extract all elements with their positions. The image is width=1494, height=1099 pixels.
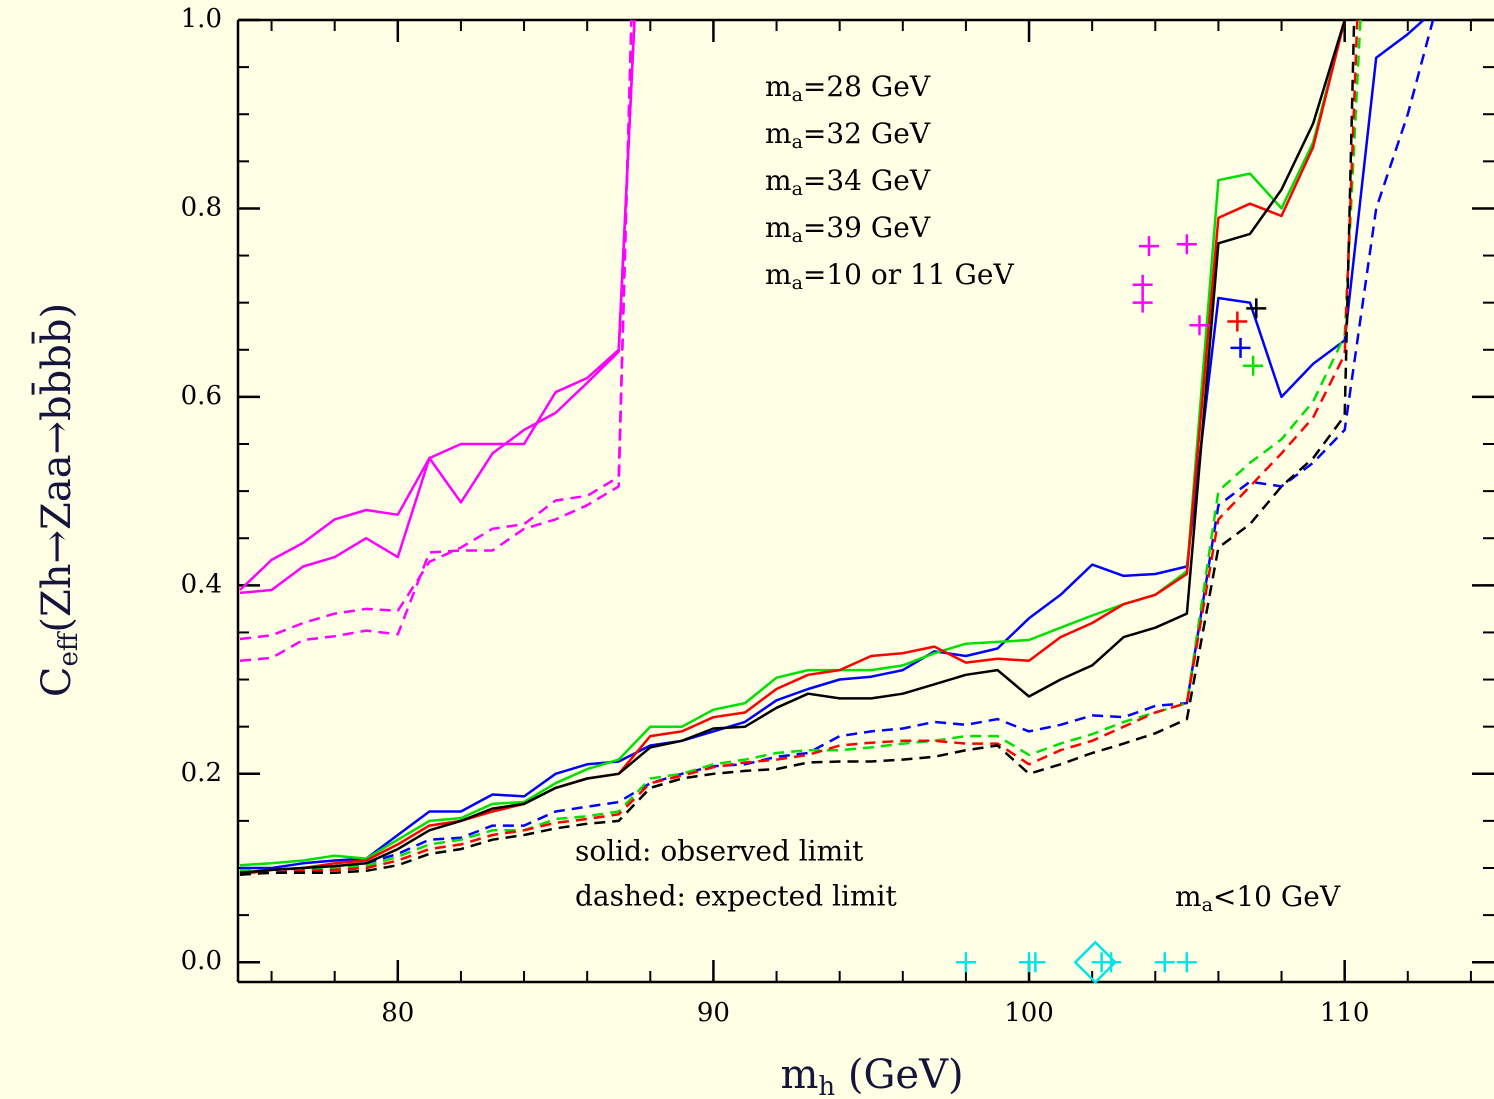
- label-sub: a: [792, 225, 803, 247]
- label-rest: =28 GeV: [803, 70, 931, 103]
- plus-marker: [1243, 355, 1264, 376]
- label-sub: a: [792, 272, 803, 294]
- y-tick-label: 0.8: [181, 192, 222, 222]
- label-sub: a: [792, 84, 803, 106]
- plus-marker: [1132, 274, 1153, 295]
- label-sub: a: [792, 131, 803, 153]
- label-rest: =10 or 11 GeV: [803, 258, 1015, 291]
- series-line: [239, 19, 1346, 874]
- y-tick-label: 0.4: [181, 569, 222, 599]
- plus-marker: [1189, 315, 1210, 336]
- series-line: [240, 19, 1425, 870]
- label-rest: <10 GeV: [1213, 880, 1341, 913]
- plus-marker: [1132, 292, 1153, 313]
- series-line: [239, 19, 633, 641]
- label-main: m: [765, 211, 792, 244]
- label-rest: =34 GeV: [803, 164, 931, 197]
- plus-marker: [955, 952, 976, 973]
- series-line: [239, 19, 1356, 876]
- y-tick-label: 1.0: [181, 4, 222, 34]
- series-line: [239, 19, 636, 595]
- series-line: [239, 19, 633, 662]
- legend-label: ma=28 GeV: [765, 70, 931, 107]
- label-main: m: [765, 70, 792, 103]
- x-title-tail: (GeV): [835, 1052, 963, 1098]
- x-tick-label: 80: [381, 998, 414, 1028]
- label-main: m: [765, 164, 792, 197]
- y-tick-label: 0.6: [181, 381, 222, 411]
- y-title-tail: (Zh→Zaa→bb̄bb̄): [31, 303, 80, 633]
- y-axis-title: Ceff(Zh→Zaa→bb̄bb̄): [31, 303, 84, 697]
- x-title-sub: h: [818, 1072, 835, 1099]
- diamond-marker: [1073, 940, 1118, 984]
- y-title-main: C: [34, 666, 80, 697]
- plus-marker: [1101, 952, 1122, 973]
- series-line: [239, 19, 1435, 874]
- plus-marker: [1246, 298, 1267, 319]
- label-main: m: [765, 117, 792, 150]
- legend-label: ma=39 GeV: [765, 211, 931, 248]
- x-tick-label: 90: [697, 998, 730, 1028]
- plus-marker: [1025, 952, 1046, 973]
- plus-marker: [1227, 311, 1248, 332]
- x-tick-label: 100: [1004, 998, 1054, 1028]
- annotation: dashed: expected limit: [575, 880, 897, 913]
- label-sub: a: [792, 178, 803, 200]
- plus-marker: [1154, 952, 1175, 973]
- label-rest: =39 GeV: [803, 211, 931, 244]
- label-main: m: [1175, 880, 1202, 913]
- label-rest: =32 GeV: [803, 117, 931, 150]
- series-line: [239, 19, 1346, 876]
- y-title-sub: eff: [54, 630, 84, 666]
- legend-label: ma=32 GeV: [765, 117, 931, 154]
- plus-marker: [1138, 236, 1159, 257]
- x-title-main: m: [780, 1052, 818, 1098]
- plus-marker: [1230, 337, 1251, 358]
- legend-label: ma=34 GeV: [765, 164, 931, 201]
- legend-label: ma=10 or 11 GeV: [765, 258, 1014, 295]
- plus-marker: [1176, 952, 1197, 973]
- annotation: solid: observed limit: [575, 835, 864, 868]
- x-tick-label: 110: [1320, 998, 1370, 1028]
- legend-label: ma<10 GeV: [1175, 880, 1341, 917]
- label-sub: a: [1202, 894, 1213, 916]
- label-main: m: [765, 258, 792, 291]
- y-tick-label: 0.0: [181, 946, 222, 976]
- x-axis-title: mh (GeV): [780, 1052, 963, 1099]
- series-line: [239, 19, 636, 591]
- y-tick-label: 0.2: [181, 758, 222, 788]
- plus-marker: [1176, 234, 1197, 255]
